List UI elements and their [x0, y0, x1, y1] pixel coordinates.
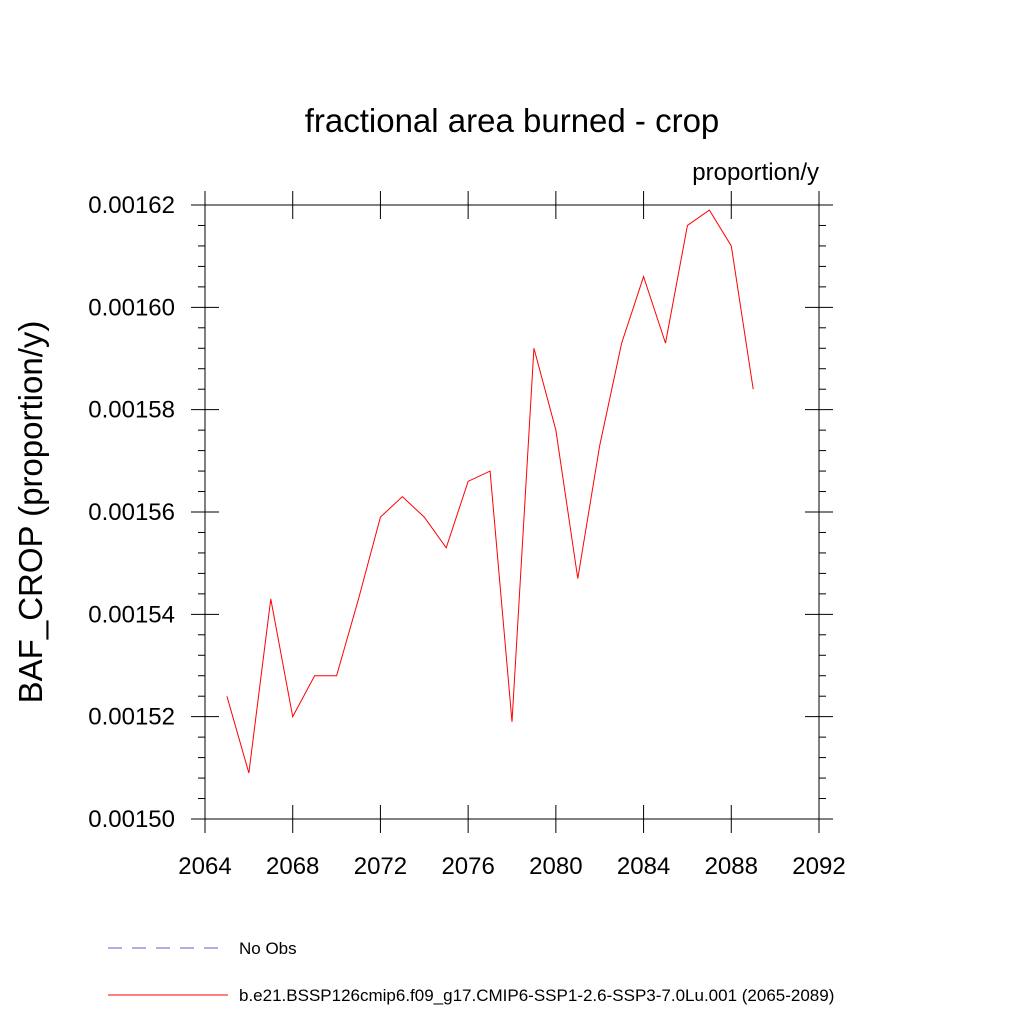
axis-tick-labels: 2064 2068 2072 2076 2080 2084 2088 2092 0.00150 0…: [88, 192, 845, 880]
plot-frame: [204, 204, 820, 820]
x-tick-label: 2076: [441, 853, 494, 880]
legend: No Obs b.e21.BSSP126cmip6.f09_g17.CMIP6-S…: [108, 939, 834, 1005]
legend-label-1: b.e21.BSSP126cmip6.f09_g17.CMIP6-SSP1-2.…: [239, 986, 834, 1005]
x-tick-label: 2068: [266, 853, 319, 880]
x-tick-label: 2084: [617, 853, 670, 880]
axis-ticks: [191, 191, 833, 833]
data-series: [226, 209, 754, 774]
y-axis-label: BAF_CROP (proportion/y): [12, 321, 49, 704]
y-tick-label: 0.00156: [88, 499, 175, 526]
y-tick-label: 0.00158: [88, 397, 175, 424]
units-label: proportion/y: [692, 159, 819, 186]
y-tick-label: 0.00150: [88, 806, 175, 833]
x-tick-label: 2072: [354, 853, 407, 880]
series-line-0: [226, 209, 754, 774]
x-tick-label: 2088: [705, 853, 758, 880]
y-tick-label: 0.00162: [88, 192, 175, 219]
y-tick-label: 0.00154: [88, 601, 175, 628]
legend-label-0: No Obs: [239, 939, 297, 958]
x-tick-label: 2080: [529, 853, 582, 880]
y-tick-label: 0.00152: [88, 704, 175, 731]
y-tick-label: 0.00160: [88, 294, 175, 321]
x-tick-label: 2064: [178, 853, 231, 880]
chart-title: fractional area burned - crop: [305, 102, 720, 139]
x-tick-label: 2092: [792, 853, 845, 880]
